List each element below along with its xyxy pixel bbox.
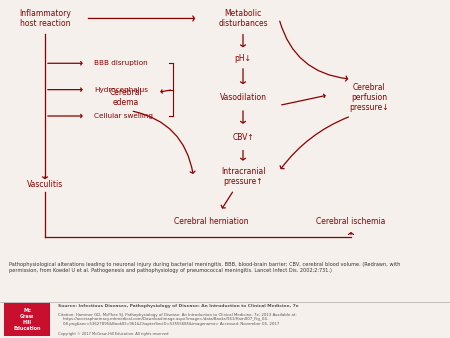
Text: Hydrocephalus: Hydrocephalus bbox=[94, 87, 148, 93]
FancyBboxPatch shape bbox=[4, 303, 50, 336]
Text: Source: Infectious Diseases, Pathophysiology of Disease: An Introduction to Clin: Source: Infectious Diseases, Pathophysio… bbox=[58, 304, 299, 308]
Text: Cerebral
edema: Cerebral edema bbox=[110, 88, 142, 107]
Text: Cerebral ischemia: Cerebral ischemia bbox=[316, 217, 386, 226]
Text: BBB disruption: BBB disruption bbox=[94, 60, 148, 66]
Text: Vasodilation: Vasodilation bbox=[220, 93, 266, 102]
Text: Cellular swelling: Cellular swelling bbox=[94, 113, 153, 119]
Text: Intracranial
pressure↑: Intracranial pressure↑ bbox=[221, 167, 265, 186]
Text: Inflammatory
host reaction: Inflammatory host reaction bbox=[19, 9, 71, 28]
Text: Citation: Hammer GD, McPhee SJ. Pathophysiology of Disease: An Introduction to C: Citation: Hammer GD, McPhee SJ. Pathophy… bbox=[58, 313, 297, 326]
Text: Pathophysiological alterations leading to neuronal injury during bacterial menin: Pathophysiological alterations leading t… bbox=[9, 262, 400, 273]
Text: pH↓: pH↓ bbox=[234, 53, 252, 63]
Text: Copyright © 2017 McGraw-Hill Education. All rights reserved: Copyright © 2017 McGraw-Hill Education. … bbox=[58, 332, 169, 336]
Text: CBV↑: CBV↑ bbox=[232, 132, 254, 142]
Text: Metabolic
disturbances: Metabolic disturbances bbox=[218, 9, 268, 28]
Text: Mc
Graw
Hill
Education: Mc Graw Hill Education bbox=[13, 308, 41, 331]
Text: Vasculitis: Vasculitis bbox=[27, 180, 63, 189]
Text: Cerebral herniation: Cerebral herniation bbox=[174, 217, 249, 226]
Text: Cerebral
perfusion
pressure↓: Cerebral perfusion pressure↓ bbox=[349, 83, 389, 113]
